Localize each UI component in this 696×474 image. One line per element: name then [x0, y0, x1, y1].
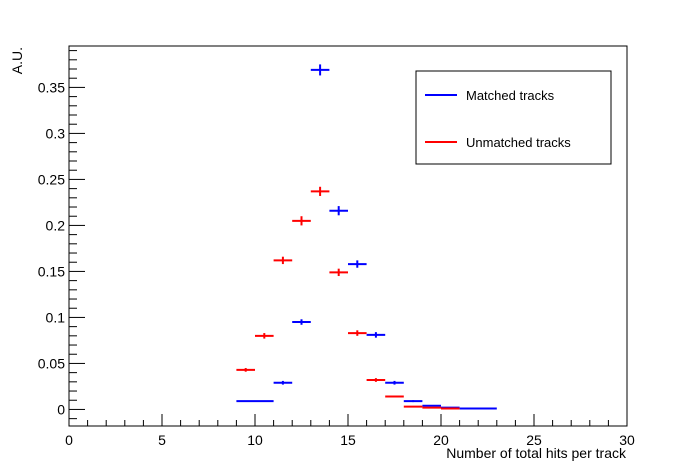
y-tick-label: 0.1 — [46, 309, 66, 325]
data-point — [385, 380, 404, 385]
y-axis: 0 0.05 0.1 0.15 0.2 0.25 0.3 0.35 — [38, 50, 85, 420]
data-point — [348, 330, 367, 336]
data-point — [348, 260, 367, 268]
data-point — [385, 395, 404, 398]
series-1 — [236, 186, 460, 410]
x-axis: 0 5 10 15 20 25 30 — [65, 414, 635, 448]
data-point — [310, 64, 330, 76]
y-tick-label: 0.25 — [38, 171, 65, 187]
y-tick-label: 0.05 — [38, 355, 65, 371]
data-point — [292, 319, 311, 325]
y-tick-label: 0.2 — [46, 217, 66, 233]
data-point — [273, 380, 293, 385]
data-point — [403, 400, 423, 403]
legend-box — [415, 70, 612, 165]
legend-label-matched: Matched tracks — [466, 88, 555, 103]
x-axis-label: Number of total hits per track — [446, 445, 627, 461]
x-tick-label: 0 — [65, 432, 73, 448]
x-tick-label: 30 — [619, 432, 635, 448]
data-point — [329, 268, 348, 277]
y-tick-label: 0.3 — [46, 125, 66, 141]
data-point — [255, 333, 274, 339]
y-tick-label: 0.15 — [38, 263, 65, 279]
y-tick-label: 0 — [57, 401, 65, 417]
data-marks — [236, 64, 497, 410]
data-point — [292, 216, 311, 226]
x-tick-label: 10 — [247, 432, 263, 448]
x-tick-label: 5 — [158, 432, 166, 448]
series-0 — [236, 64, 497, 410]
legend-label-unmatched: Unmatched tracks — [466, 135, 571, 150]
y-tick-label: 0.35 — [38, 79, 65, 95]
data-point — [366, 332, 386, 338]
y-axis-label: A.U. — [9, 47, 25, 74]
data-point — [366, 378, 386, 382]
data-point — [236, 368, 255, 372]
legend: Matched tracks Unmatched tracks — [415, 70, 612, 165]
x-tick-label: 25 — [526, 432, 542, 448]
x-tick-label: 15 — [340, 432, 356, 448]
x-tick-label: 20 — [433, 432, 449, 448]
data-point — [273, 256, 293, 265]
data-point — [329, 206, 348, 216]
data-point — [310, 186, 330, 196]
